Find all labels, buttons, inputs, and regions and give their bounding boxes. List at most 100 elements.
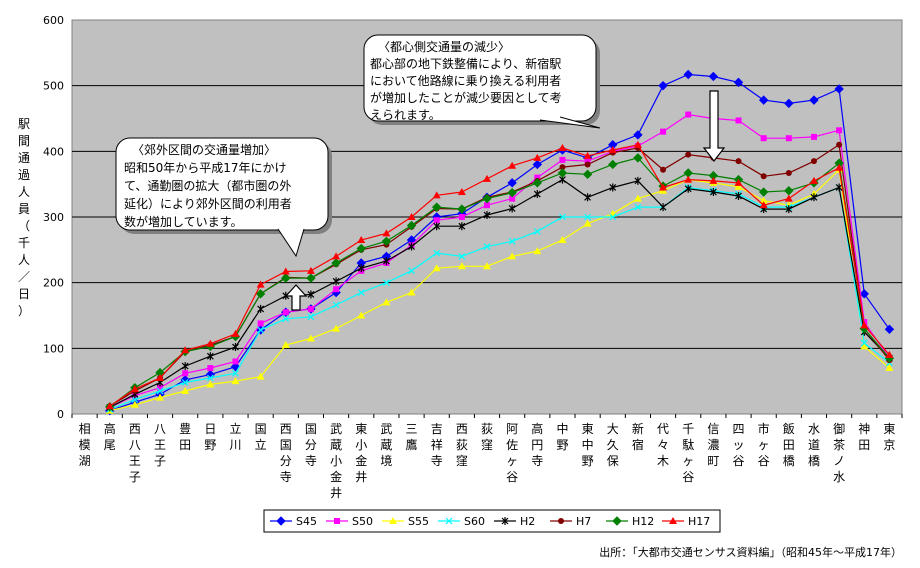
x-tick-label-char: ヶ <box>506 454 518 468</box>
x-tick-label-char: 三 <box>406 422 418 436</box>
x-tick-label-char: ヶ <box>758 438 770 452</box>
data-point <box>735 158 742 165</box>
x-tick-label-char: 東 <box>582 422 594 436</box>
legend-label: S45 <box>296 515 317 528</box>
data-point <box>533 190 541 199</box>
y-tick-label: 500 <box>43 80 64 93</box>
data-point <box>281 273 291 283</box>
legend-label: S50 <box>352 515 373 528</box>
data-point <box>685 111 692 118</box>
data-point <box>508 252 517 260</box>
x-tick-label-char: 寺 <box>531 454 543 468</box>
x-tick-label-char: 谷 <box>733 454 745 468</box>
x-tick-label-char: 東 <box>883 422 895 436</box>
data-point <box>583 219 592 227</box>
data-point <box>608 159 618 170</box>
data-point <box>131 396 139 403</box>
data-point <box>734 178 743 186</box>
x-tick-label-char: 国 <box>280 438 292 452</box>
x-tick-label-char: 市 <box>758 421 770 436</box>
x-tick-label-char: 国 <box>255 422 267 436</box>
y-tick-label: 600 <box>43 14 64 27</box>
data-point <box>332 277 340 286</box>
data-point <box>334 518 340 524</box>
data-point <box>633 194 642 202</box>
data-point <box>483 243 491 250</box>
x-tick-label-char: 大 <box>607 422 619 436</box>
data-point <box>760 135 767 142</box>
x-tick-label-char: 相 <box>79 422 91 436</box>
data-point <box>684 184 692 193</box>
callout-tail <box>277 228 305 258</box>
data-point <box>559 156 566 163</box>
data-point <box>306 273 316 283</box>
series-H17 <box>105 140 894 410</box>
x-tick-label-char: 国 <box>305 422 317 436</box>
data-point <box>156 393 165 401</box>
x-tick-label-char: 宿 <box>632 437 644 452</box>
x-tick-label-char: 田 <box>858 438 870 452</box>
callout-text: 〈都心側交通量の減少〉 <box>378 39 510 54</box>
data-point <box>406 220 417 231</box>
callout-text: 〈郊外区間の交通量増加〉 <box>132 142 276 157</box>
data-point <box>206 380 215 388</box>
data-point <box>281 267 290 275</box>
data-point <box>105 402 114 410</box>
x-tick-label-char: 寺 <box>431 454 443 468</box>
series-line <box>109 168 890 412</box>
x-tick-label-char: 新 <box>632 421 644 436</box>
callout-text: において他路線に乗り換える利用者 <box>370 73 561 88</box>
x-tick-label-char: 武 <box>330 422 342 436</box>
x-axis: 相模湖高尾西八王子八王子豊田日野立川国立西国分寺国分寺武蔵小金井東小金井武蔵境三… <box>71 414 903 500</box>
data-point <box>633 130 643 140</box>
x-tick-label-char: 野 <box>582 454 594 468</box>
data-point <box>885 364 894 372</box>
data-point <box>784 194 793 202</box>
data-point <box>207 365 214 372</box>
data-point <box>206 374 214 382</box>
data-point <box>508 204 516 213</box>
x-tick-label-char: 模 <box>79 438 91 452</box>
x-tick-label-char: 町 <box>707 454 719 468</box>
data-point <box>382 256 390 265</box>
data-point <box>431 202 442 212</box>
legend-item-H17: H17 <box>662 515 710 528</box>
legend-item-S45: S45 <box>270 515 317 528</box>
callout-text: 数が増加しています。 <box>124 214 242 229</box>
y-label-char: 日 <box>18 287 30 301</box>
data-point <box>433 222 441 231</box>
data-point <box>760 173 767 180</box>
x-tick-label-char: 千 <box>682 422 694 436</box>
x-tick-label-char: 谷 <box>506 470 518 484</box>
data-point <box>582 169 593 180</box>
data-point <box>231 377 240 385</box>
data-point <box>708 71 719 82</box>
data-point <box>810 193 818 202</box>
x-tick-label-char: 寺 <box>305 454 317 468</box>
callout-text: 昭和50年から平成17年にかけ <box>124 161 287 175</box>
data-point <box>809 95 819 105</box>
data-point <box>860 321 869 329</box>
data-point <box>333 286 340 293</box>
callout-box <box>363 34 597 122</box>
series-group <box>105 69 895 416</box>
data-point <box>836 127 843 134</box>
data-point <box>230 362 241 372</box>
legend-item-S55: S55 <box>382 515 429 528</box>
data-point <box>307 313 315 321</box>
series-S60 <box>106 184 893 413</box>
data-point <box>733 77 744 88</box>
data-point <box>533 153 542 161</box>
data-point <box>408 242 415 251</box>
data-point <box>482 193 492 204</box>
legend-box <box>263 509 721 533</box>
y-label-char: 通 <box>18 151 30 165</box>
data-point <box>256 372 265 380</box>
data-point <box>282 309 289 316</box>
y-label-char: 間 <box>18 134 30 148</box>
data-point <box>181 387 190 395</box>
data-point <box>457 188 466 196</box>
x-tick-label-char: 四 <box>733 422 745 436</box>
x-tick-label-char: 八 <box>129 438 141 452</box>
data-point <box>257 320 264 327</box>
